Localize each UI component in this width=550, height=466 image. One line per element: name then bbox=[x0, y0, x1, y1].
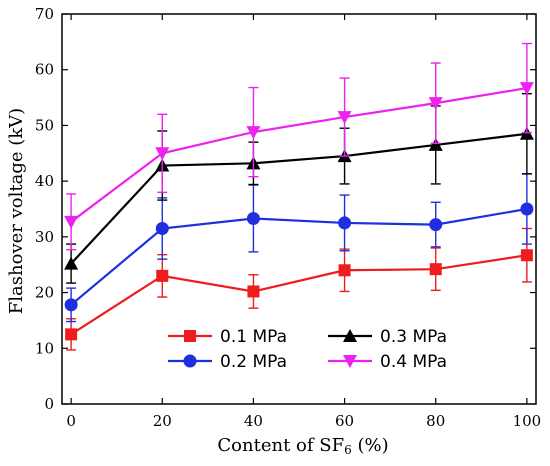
y-tick-label: 30 bbox=[35, 228, 54, 246]
data-point bbox=[246, 211, 260, 225]
x-tick-label: 40 bbox=[244, 412, 263, 430]
legend-label: 0.4 MPa bbox=[380, 352, 447, 372]
legend-item-3: 0.3 MPa bbox=[328, 327, 447, 347]
legend-marker bbox=[343, 329, 357, 342]
series-line bbox=[70, 132, 528, 265]
x-tick-label: 20 bbox=[153, 412, 172, 430]
x-tick-label: 60 bbox=[335, 412, 354, 430]
axis-ticks: 0 10 20 30 40 50 60 70 0 20 40 60 80 100 bbox=[35, 5, 541, 430]
series-line bbox=[70, 207, 528, 306]
y-tick-label: 20 bbox=[35, 284, 54, 302]
data-point bbox=[64, 215, 79, 229]
data-point bbox=[337, 111, 352, 125]
series-4 bbox=[64, 42, 534, 251]
y-tick-label: 70 bbox=[35, 5, 54, 23]
data-point bbox=[429, 218, 443, 232]
data-point bbox=[519, 82, 534, 96]
series-line bbox=[70, 87, 528, 223]
data-point bbox=[246, 126, 261, 140]
x-tick-label: 80 bbox=[426, 412, 445, 430]
y-tick-label: 40 bbox=[35, 172, 54, 190]
series-2 bbox=[64, 173, 534, 323]
y-tick-label: 0 bbox=[44, 395, 54, 413]
legend-marker bbox=[183, 354, 197, 368]
y-tick-label: 10 bbox=[35, 339, 54, 357]
legend-item-4: 0.4 MPa bbox=[328, 352, 447, 372]
data-point bbox=[520, 249, 533, 262]
x-tick-label: 100 bbox=[513, 412, 542, 430]
data-point bbox=[429, 263, 442, 276]
data-point bbox=[428, 137, 443, 151]
series-3 bbox=[64, 92, 534, 284]
legend-marker bbox=[184, 330, 196, 342]
data-point bbox=[520, 202, 534, 216]
data-point bbox=[247, 285, 260, 298]
data-point bbox=[338, 216, 352, 230]
legend-label: 0.2 MPa bbox=[220, 352, 287, 372]
data-point bbox=[338, 264, 351, 277]
x-tick-label: 0 bbox=[66, 412, 76, 430]
data-point bbox=[65, 328, 78, 341]
series-line bbox=[70, 254, 528, 336]
data-point bbox=[64, 256, 79, 270]
legend-item-2: 0.2 MPa bbox=[168, 352, 287, 372]
data-point bbox=[155, 222, 169, 235]
data-point bbox=[155, 147, 170, 161]
y-tick-label: 60 bbox=[35, 61, 54, 79]
legend-label: 0.1 MPa bbox=[220, 327, 287, 347]
x-axis-title: Content of SF6 (%) bbox=[217, 435, 388, 457]
data-point bbox=[156, 269, 169, 282]
y-tick-label: 50 bbox=[35, 116, 54, 134]
data-point bbox=[428, 97, 443, 111]
data-point bbox=[64, 298, 78, 312]
y-axis-title: Flashover voltage (kV) bbox=[6, 108, 27, 314]
legend: 0.1 MPa 0.2 MPa 0.3 MPa 0.4 MPa bbox=[168, 327, 447, 372]
plot-frame bbox=[61, 13, 537, 405]
legend-marker bbox=[343, 355, 357, 368]
legend-item-1: 0.1 MPa bbox=[168, 327, 287, 347]
series-1 bbox=[65, 227, 533, 351]
plot-area bbox=[64, 42, 534, 351]
legend-label: 0.3 MPa bbox=[380, 327, 447, 347]
